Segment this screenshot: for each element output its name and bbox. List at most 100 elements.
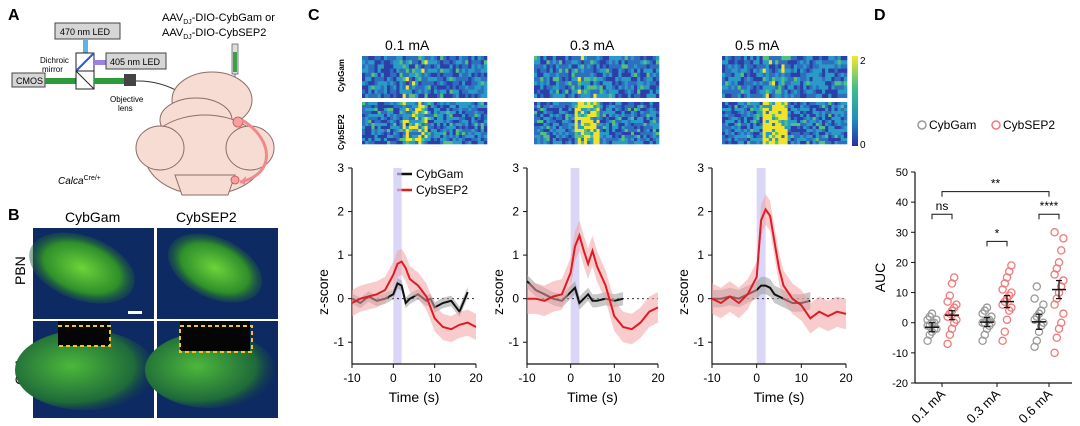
d-point-cybsep2 xyxy=(1054,258,1064,267)
heatmap-cell xyxy=(424,72,428,78)
heatmap-cell xyxy=(602,132,607,136)
heatmap-cell xyxy=(374,117,378,121)
heatmap-cell xyxy=(390,126,394,130)
heatmap-cell xyxy=(775,102,779,106)
heatmap-cell xyxy=(800,85,804,90)
heatmap-cell xyxy=(787,129,792,133)
heatmap-cell xyxy=(390,68,394,74)
heatmap-cell xyxy=(599,81,604,86)
heatmap-cell xyxy=(747,77,751,82)
heatmap-cell xyxy=(612,111,616,115)
heatmap-cell xyxy=(596,102,600,106)
heatmap-cell xyxy=(731,56,735,61)
heatmap-cell xyxy=(362,85,366,90)
x-tick-label: 0 xyxy=(753,371,760,385)
heatmap-cell xyxy=(408,60,413,65)
heatmap-cell xyxy=(818,114,823,118)
heatmap-cell xyxy=(552,138,557,142)
heatmap-cell xyxy=(540,111,544,115)
heatmap-cell xyxy=(596,129,600,133)
heatmap-cell xyxy=(362,126,366,130)
heatmap-cell xyxy=(759,102,763,106)
heatmap-cell xyxy=(618,89,622,95)
heatmap-cell xyxy=(449,141,453,145)
heatmap-cell xyxy=(643,138,647,142)
heatmap-cell xyxy=(477,126,482,130)
heatmap-cell xyxy=(549,64,554,69)
heatmap-cell xyxy=(374,126,378,130)
heatmap-cell xyxy=(424,135,428,139)
heatmap-cell xyxy=(555,77,560,82)
heatmap-cell xyxy=(430,81,435,86)
heatmap-cell xyxy=(452,85,457,90)
heatmap-cell xyxy=(634,105,638,109)
heatmap-cell xyxy=(565,89,569,95)
heatmap-cell xyxy=(468,123,472,127)
heatmap-cell xyxy=(618,111,622,115)
heatmap-cell xyxy=(402,64,407,69)
heatmap-cell xyxy=(577,108,582,112)
heatmap-cell xyxy=(822,132,826,136)
heatmap-cell xyxy=(768,117,773,121)
heatmap-cell xyxy=(812,89,817,95)
heatmap-cell xyxy=(483,64,488,69)
heatmap-cell xyxy=(377,64,382,69)
heatmap-cell xyxy=(768,120,773,124)
heatmap-cell xyxy=(837,102,842,106)
heatmap-cell xyxy=(615,85,619,90)
heatmap-cell xyxy=(831,111,835,115)
heatmap-cell xyxy=(471,93,475,99)
heatmap-cell xyxy=(784,72,788,78)
heatmap-cell xyxy=(747,138,751,142)
heatmap-cell xyxy=(365,81,369,86)
heatmap-cell xyxy=(574,60,579,65)
heatmap-cell xyxy=(593,108,597,112)
heatmap-cell xyxy=(627,85,632,90)
heatmap-cell xyxy=(737,81,742,86)
heatmap-cell xyxy=(383,135,388,139)
heatmap-cell xyxy=(806,72,810,78)
heatmap-cell xyxy=(646,141,650,145)
heatmap-cell xyxy=(593,89,597,95)
heatmap-cell xyxy=(540,102,544,106)
heatmap-cell xyxy=(540,123,544,127)
heatmap-cell xyxy=(580,77,585,82)
heatmap-cell xyxy=(787,68,792,74)
heatmap-cell xyxy=(640,93,644,99)
heatmap-cell xyxy=(756,77,760,82)
heatmap-cell xyxy=(624,120,629,124)
heatmap-cell xyxy=(427,102,432,106)
x-tick-label: -10 xyxy=(343,371,361,385)
heatmap-cell xyxy=(574,93,579,99)
heatmap-cell xyxy=(565,105,569,109)
heatmap-cell xyxy=(602,64,607,69)
heatmap-cell xyxy=(806,132,810,136)
heatmap-cell xyxy=(396,81,400,86)
heatmap-cell xyxy=(402,114,407,118)
heatmap-cell xyxy=(415,102,419,106)
heatmap-cell xyxy=(440,126,444,130)
heatmap-cell xyxy=(609,105,613,109)
heatmap-cell xyxy=(415,135,419,139)
heatmap-cell xyxy=(822,141,826,145)
heatmap-cell xyxy=(396,120,400,124)
heatmap-cell xyxy=(427,132,432,136)
heatmap-cell xyxy=(387,135,391,139)
heatmap-cell xyxy=(455,120,460,124)
heatmap-cell xyxy=(593,117,597,121)
heatmap-cell xyxy=(822,64,826,69)
heatmap-cell xyxy=(593,56,597,61)
heatmap-cell xyxy=(646,81,650,86)
heatmap-cell xyxy=(812,126,817,130)
heatmap-cell xyxy=(393,141,397,145)
heatmap-cell xyxy=(790,108,795,112)
heatmap-cell xyxy=(637,93,641,99)
heatmap-cell xyxy=(640,132,644,136)
heatmap-cell xyxy=(762,60,767,65)
heatmap-cell xyxy=(618,108,622,112)
heatmap-cell xyxy=(374,72,378,78)
heatmap-cell xyxy=(396,64,400,69)
x-tick-label: 10 xyxy=(608,371,622,385)
heatmap-cell xyxy=(634,81,638,86)
heatmap-cell xyxy=(458,108,463,112)
